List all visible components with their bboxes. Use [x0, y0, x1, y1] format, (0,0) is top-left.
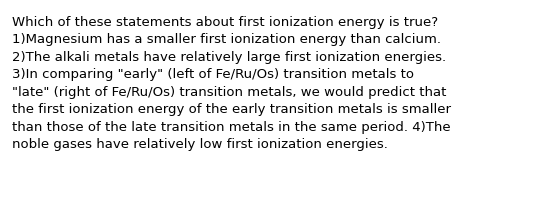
Text: Which of these statements about first ionization energy is true?
1)Magnesium has: Which of these statements about first io…: [12, 16, 451, 152]
